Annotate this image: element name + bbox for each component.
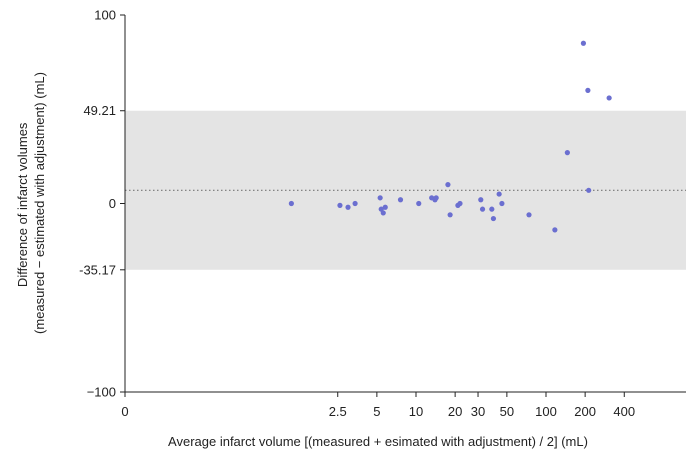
x-tick-label: 0: [121, 404, 128, 419]
x-tick-label: 30: [471, 404, 485, 419]
x-tick-label: 5: [373, 404, 380, 419]
data-point: [445, 182, 451, 188]
data-point: [585, 87, 591, 93]
data-point: [377, 195, 383, 201]
data-point: [478, 197, 484, 203]
data-point: [433, 195, 439, 201]
data-point: [337, 202, 343, 208]
data-point: [564, 150, 570, 156]
x-tick-label: 20: [448, 404, 462, 419]
data-point: [580, 40, 587, 46]
data-point: [552, 227, 558, 233]
data-point: [345, 204, 351, 210]
data-point: [606, 95, 612, 101]
data-point: [416, 200, 422, 207]
data-point: [499, 200, 505, 207]
y-tick-label: 0: [109, 196, 116, 211]
y-tick-label: −100: [87, 385, 116, 400]
x-tick-label: 400: [613, 404, 635, 419]
y-tick-label: -35.17: [79, 262, 116, 277]
x-tick-label: 10: [409, 404, 423, 419]
data-point: [526, 212, 532, 218]
y-tick-label: 100: [94, 8, 116, 23]
x-tick-label: 2.5: [329, 404, 347, 419]
data-point: [489, 206, 495, 212]
data-point: [382, 204, 388, 210]
y-axis-title: Difference of infarct volumes (measured …: [15, 72, 47, 334]
y-axis-title-line-2: (measured − estimated with adjustment) (…: [32, 72, 47, 334]
x-tick-label: 50: [500, 404, 514, 419]
y-tick-label: 49.21: [83, 103, 116, 118]
data-point: [586, 187, 592, 193]
data-points: [288, 40, 612, 233]
y-ticks: 100 49.21 0 -35.17 −100: [79, 8, 125, 400]
x-tick-label: 200: [574, 404, 596, 419]
data-point: [496, 191, 502, 197]
x-axis-title: Average infarct volume [(measured + esim…: [168, 434, 588, 449]
data-point: [352, 200, 358, 207]
data-point: [288, 200, 294, 207]
data-point: [380, 210, 386, 216]
data-point: [479, 206, 486, 212]
y-axis-title-line-1: Difference of infarct volumes: [15, 122, 30, 287]
data-point: [447, 212, 453, 218]
data-point: [457, 200, 463, 207]
data-point: [397, 197, 404, 203]
data-point: [490, 215, 497, 222]
x-ticks: 0 2.5 5 10 20 30 50 100 200 400: [121, 392, 635, 419]
x-tick-label: 100: [535, 404, 557, 419]
